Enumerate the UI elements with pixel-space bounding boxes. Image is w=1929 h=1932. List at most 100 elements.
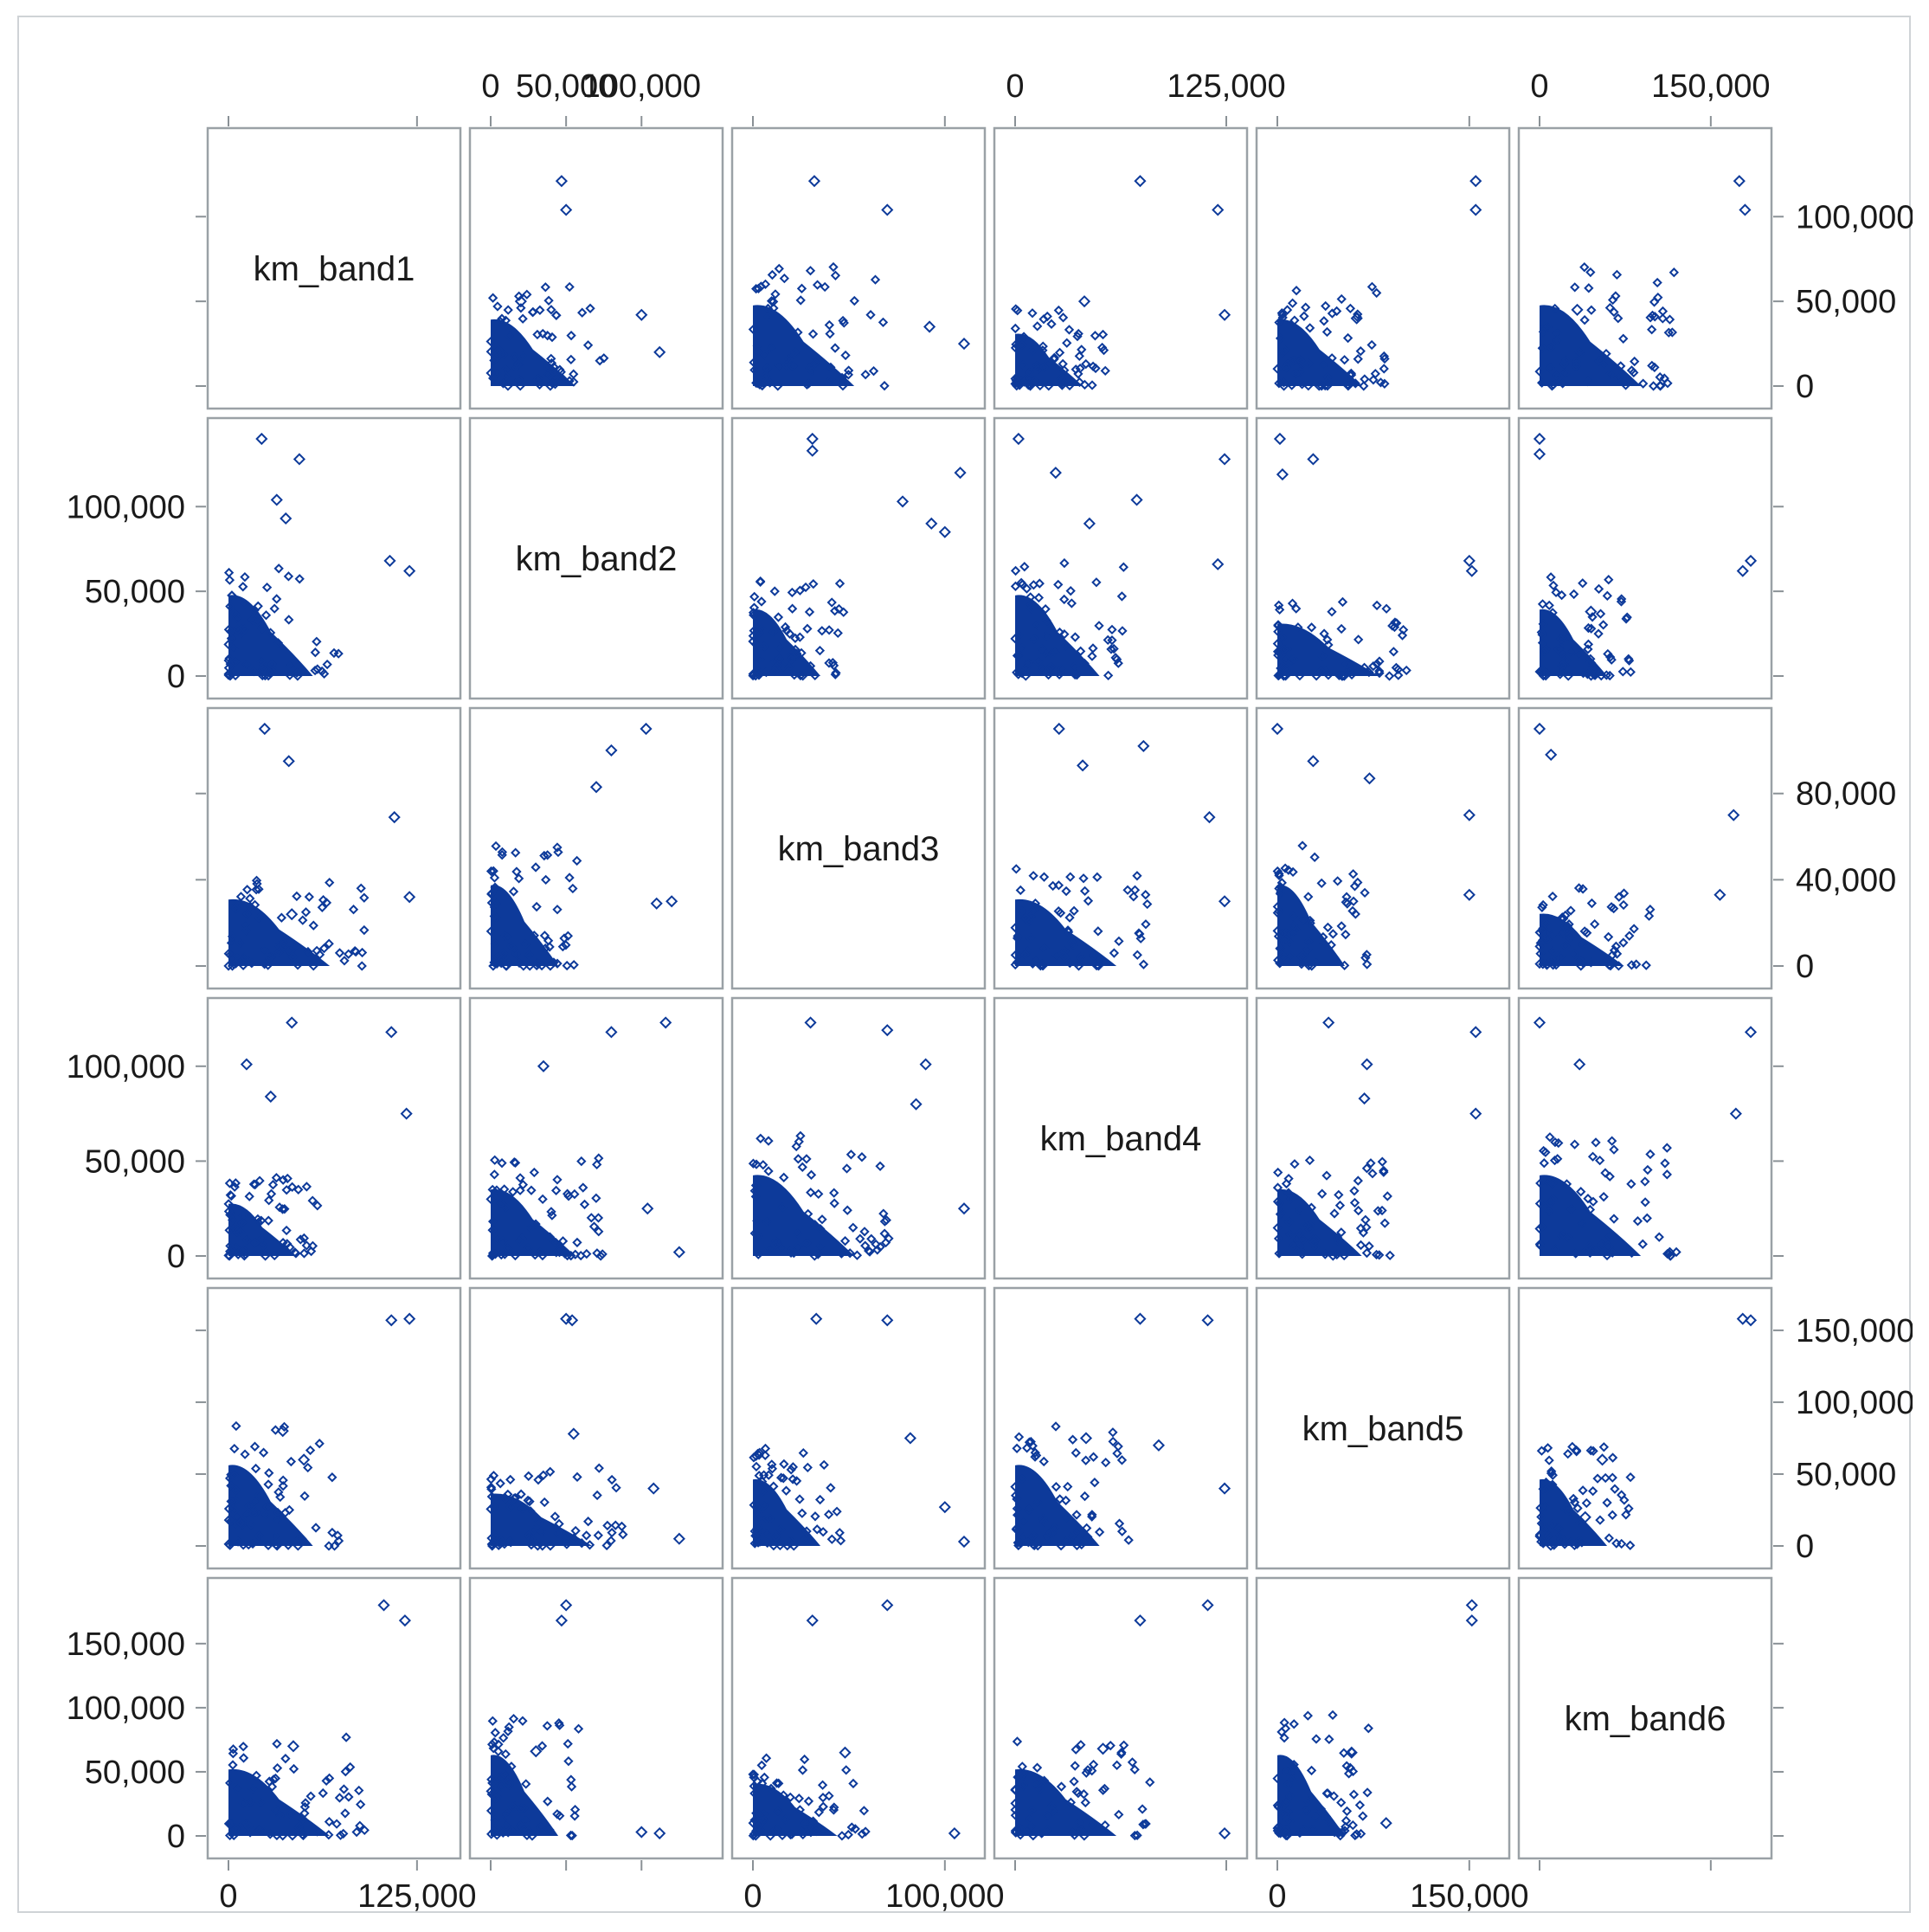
data-point xyxy=(801,1154,812,1164)
data-point xyxy=(1273,1801,1283,1813)
data-point xyxy=(750,1191,761,1201)
data-point xyxy=(231,1420,241,1432)
data-point xyxy=(551,310,562,321)
data-point xyxy=(1592,1473,1603,1484)
outlier-point xyxy=(1533,722,1546,736)
data-point xyxy=(1361,959,1373,969)
data-point xyxy=(779,1172,789,1182)
data-point xyxy=(539,1497,550,1508)
data-point xyxy=(866,1233,877,1244)
data-point xyxy=(263,1215,273,1226)
data-point xyxy=(1613,372,1624,383)
data-point xyxy=(1618,333,1629,344)
data-point xyxy=(1576,961,1586,971)
data-point xyxy=(486,898,497,908)
data-point xyxy=(1295,1228,1305,1239)
data-point xyxy=(256,657,267,667)
data-point xyxy=(1107,624,1117,635)
data-point xyxy=(507,1801,518,1813)
data-point xyxy=(763,1166,774,1176)
outlier-point xyxy=(653,1826,666,1840)
data-point xyxy=(1645,905,1656,915)
data-point xyxy=(1303,936,1314,947)
data-point xyxy=(1546,930,1558,940)
data-point xyxy=(1617,1538,1627,1549)
y-tick-label: 100,000 xyxy=(67,1049,185,1085)
data-point xyxy=(1033,657,1044,667)
outlier-point xyxy=(264,1090,277,1103)
data-point xyxy=(791,1141,801,1152)
data-point xyxy=(1273,620,1283,630)
data-point xyxy=(868,366,879,377)
data-point xyxy=(1137,1804,1148,1814)
data-point xyxy=(528,306,538,318)
data-point xyxy=(1023,1537,1033,1548)
data-point xyxy=(1090,1478,1100,1488)
data-point xyxy=(1081,358,1091,370)
data-point xyxy=(225,1189,235,1201)
data-point xyxy=(223,1819,235,1829)
data-point xyxy=(249,1441,260,1452)
data-point xyxy=(768,1481,779,1491)
data-point xyxy=(1113,1441,1123,1452)
data-point xyxy=(1047,880,1058,892)
data-point xyxy=(577,307,588,318)
panel-km_band4-vs-km_band1 xyxy=(993,126,1249,410)
data-point xyxy=(1387,621,1398,631)
data-point xyxy=(761,1753,772,1763)
outlier-point xyxy=(1465,564,1478,577)
data-point xyxy=(1574,346,1585,357)
data-point xyxy=(564,873,575,883)
data-point xyxy=(1577,939,1588,950)
data-point xyxy=(826,1483,836,1493)
data-point xyxy=(819,1459,829,1471)
data-point xyxy=(1555,1534,1566,1544)
data-point xyxy=(610,1520,620,1530)
data-point xyxy=(283,1540,293,1550)
data-point xyxy=(1064,957,1075,969)
x-tick-label: 100,000 xyxy=(582,68,701,105)
data-point xyxy=(1327,1819,1337,1831)
outlier-point xyxy=(1727,808,1740,821)
data-point xyxy=(1366,1158,1376,1169)
data-point xyxy=(289,943,299,953)
data-point xyxy=(1027,958,1038,969)
data-point xyxy=(235,1517,246,1528)
data-point xyxy=(1339,960,1350,971)
data-point xyxy=(839,318,849,328)
panel-border xyxy=(993,996,1249,1280)
data-point xyxy=(503,381,513,391)
outlier-point xyxy=(400,1107,413,1120)
data-point xyxy=(545,1541,556,1551)
data-point xyxy=(1042,311,1052,322)
data-point xyxy=(254,884,264,894)
data-point xyxy=(1281,654,1291,665)
panel-km_band1-vs-km_band3 xyxy=(206,706,462,990)
data-point xyxy=(802,623,813,634)
data-point xyxy=(291,1248,301,1259)
data-point xyxy=(1328,1710,1338,1721)
data-point xyxy=(1565,647,1576,657)
data-point xyxy=(1311,1812,1321,1823)
data-point xyxy=(243,1539,254,1550)
data-point xyxy=(879,381,890,391)
data-point xyxy=(523,1495,533,1506)
data-point xyxy=(1366,339,1377,351)
data-point xyxy=(317,902,327,912)
outlier-point xyxy=(605,744,618,757)
data-point xyxy=(1042,1810,1052,1821)
data-point xyxy=(1604,960,1614,970)
data-point xyxy=(1040,604,1051,615)
data-point xyxy=(229,1470,240,1481)
data-point xyxy=(1025,1814,1035,1825)
data-point xyxy=(774,263,784,274)
data-point xyxy=(829,1188,839,1198)
data-point xyxy=(547,378,558,389)
data-point xyxy=(1609,1214,1619,1224)
data-point xyxy=(1116,591,1128,602)
data-point xyxy=(1273,1233,1284,1244)
outlier-point xyxy=(1533,1016,1546,1029)
data-point xyxy=(526,1185,537,1195)
y-tick-label: 50,000 xyxy=(1796,284,1896,320)
outlier-point xyxy=(1744,1314,1758,1327)
